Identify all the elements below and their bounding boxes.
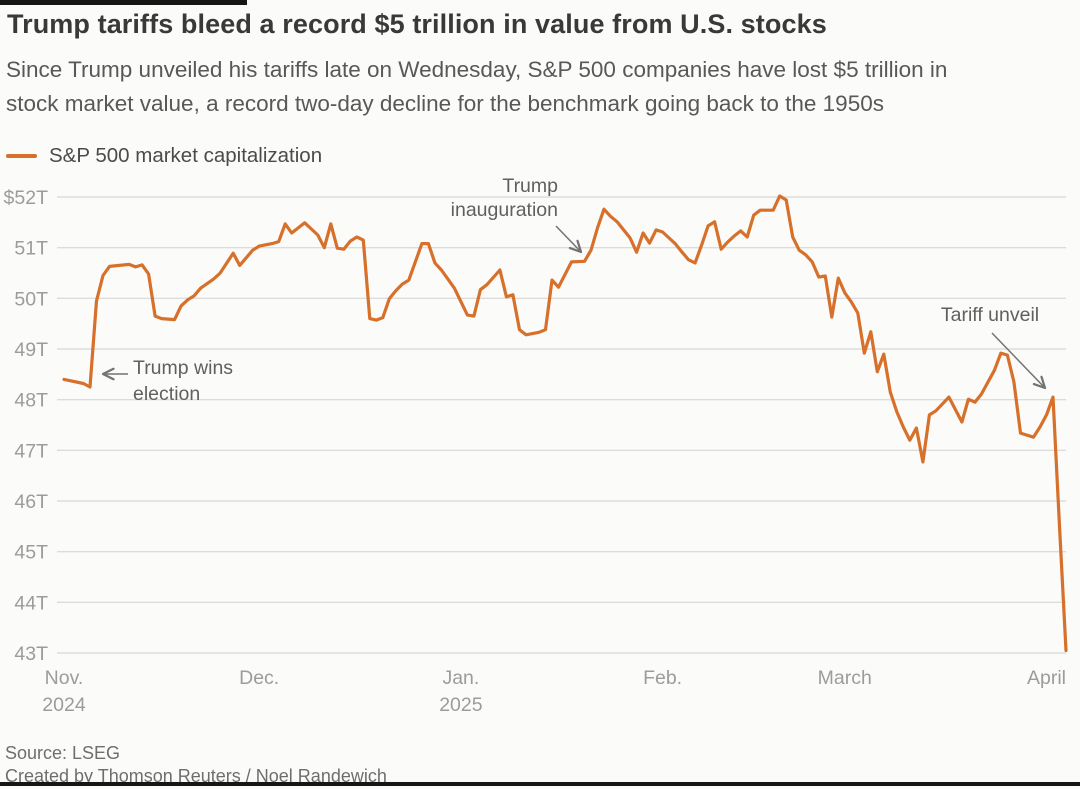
legend: S&P 500 market capitalization (6, 144, 322, 168)
chart-subtitle: Since Trump unveiled his tariffs late on… (6, 53, 1074, 121)
y-tick-label: 43T (14, 643, 48, 665)
legend-line-swatch (6, 154, 37, 158)
x-tick-year-label: 2024 (42, 694, 86, 716)
y-tick-label: 47T (14, 440, 48, 462)
y-axis-labels: $52T 51T 50T 49T 48T 47T 46T 45T 44T 43T (4, 187, 49, 665)
x-tick-label: Feb. (643, 667, 682, 689)
gridlines (57, 196, 1066, 654)
y-tick-label: 46T (14, 491, 48, 513)
annotation-label: election (133, 383, 200, 405)
x-axis-labels: Nov. 2024 Dec. Jan. 2025 Feb. March April (42, 667, 1066, 716)
x-tick-label: Jan. (442, 667, 479, 689)
y-tick-label: 45T (14, 542, 48, 564)
annotation-label: inauguration (451, 199, 558, 221)
data-series-line (62, 194, 1068, 653)
x-tick-label: March (818, 667, 872, 689)
source-note: Source: LSEG (5, 743, 121, 763)
bottom-rule (0, 782, 1080, 786)
y-tick-label: 44T (14, 592, 48, 614)
x-tick-label: April (1027, 667, 1066, 689)
y-tick-label: 51T (14, 238, 48, 260)
y-tick-label: $52T (4, 187, 49, 209)
legend-label: S&P 500 market capitalization (49, 144, 323, 167)
page-title: Trump tariffs bleed a record $5 trillion… (7, 9, 827, 39)
x-tick-label: Dec. (239, 667, 279, 689)
annotation-label: Trump wins (133, 357, 233, 379)
annotation-label: Trump (502, 175, 558, 197)
annotation-arrow (991, 332, 1047, 390)
x-tick-label: Nov. (45, 667, 84, 689)
top-accent-bar (0, 0, 247, 5)
subtitle-line-1: Since Trump unveiled his tariffs late on… (6, 57, 948, 82)
y-tick-label: 50T (14, 288, 48, 310)
sp500-line (62, 194, 1068, 653)
y-tick-label: 49T (14, 339, 48, 361)
x-tick-year-label: 2025 (439, 694, 483, 716)
credit-note: Created by Thomson Reuters / Noel Randew… (5, 766, 387, 786)
annotation-arrow (555, 225, 583, 254)
subtitle-line-2: stock market value, a record two-day dec… (6, 91, 884, 116)
y-tick-label: 48T (14, 390, 48, 412)
annotation-label: Tariff unveil (941, 304, 1039, 326)
